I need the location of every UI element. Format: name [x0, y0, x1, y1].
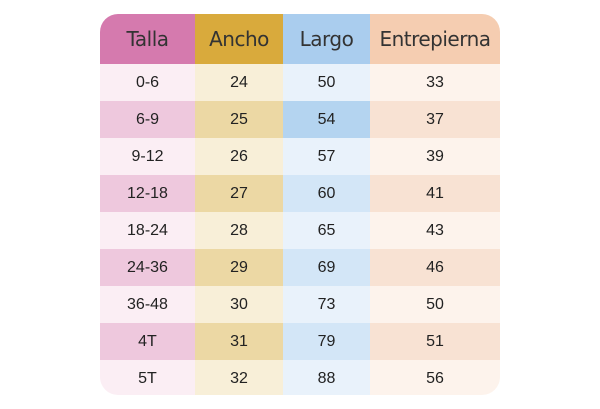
size-table-container: Talla Ancho Largo Entrepierna 0-6 24 50 33 6-9 2… — [100, 14, 500, 395]
size-cell: 12-18 — [100, 175, 195, 212]
table-row: 4T 31 79 51 — [100, 323, 500, 360]
size-cell: 4T — [100, 323, 195, 360]
measure-cell: 43 — [370, 212, 500, 249]
measure-cell: 54 — [283, 101, 370, 138]
measure-cell: 27 — [195, 175, 283, 212]
size-cell: 5T — [100, 360, 195, 395]
measure-cell: 65 — [283, 212, 370, 249]
measure-cell: 73 — [283, 286, 370, 323]
size-table: Talla Ancho Largo Entrepierna 0-6 24 50 33 6-9 2… — [100, 14, 500, 395]
measure-cell: 26 — [195, 138, 283, 175]
measure-cell: 30 — [195, 286, 283, 323]
measure-cell: 41 — [370, 175, 500, 212]
measure-cell: 39 — [370, 138, 500, 175]
size-cell: 9-12 — [100, 138, 195, 175]
measure-cell: 50 — [283, 64, 370, 101]
table-row: 36-48 30 73 50 — [100, 286, 500, 323]
measure-cell: 25 — [195, 101, 283, 138]
header-cell: Entrepierna — [370, 14, 500, 64]
header-row: Talla Ancho Largo Entrepierna — [100, 14, 500, 64]
table-head: Talla Ancho Largo Entrepierna — [100, 14, 500, 64]
table-row: 6-9 25 54 37 — [100, 101, 500, 138]
measure-cell: 56 — [370, 360, 500, 395]
size-cell: 0-6 — [100, 64, 195, 101]
table-row: 18-24 28 65 43 — [100, 212, 500, 249]
measure-cell: 33 — [370, 64, 500, 101]
size-cell: 18-24 — [100, 212, 195, 249]
size-cell: 6-9 — [100, 101, 195, 138]
table-row: 5T 32 88 56 — [100, 360, 500, 395]
measure-cell: 50 — [370, 286, 500, 323]
measure-cell: 28 — [195, 212, 283, 249]
measure-cell: 51 — [370, 323, 500, 360]
header-cell: Ancho — [195, 14, 283, 64]
table-row: 24-36 29 69 46 — [100, 249, 500, 286]
measure-cell: 37 — [370, 101, 500, 138]
measure-cell: 88 — [283, 360, 370, 395]
table-row: 0-6 24 50 33 — [100, 64, 500, 101]
measure-cell: 32 — [195, 360, 283, 395]
measure-cell: 24 — [195, 64, 283, 101]
header-cell: Talla — [100, 14, 195, 64]
header-cell: Largo — [283, 14, 370, 64]
measure-cell: 31 — [195, 323, 283, 360]
measure-cell: 69 — [283, 249, 370, 286]
table-row: 12-18 27 60 41 — [100, 175, 500, 212]
size-cell: 36-48 — [100, 286, 195, 323]
table-body: 0-6 24 50 33 6-9 25 54 37 9-12 26 57 39 12-18 27 60 41 1… — [100, 64, 500, 395]
measure-cell: 46 — [370, 249, 500, 286]
table-row: 9-12 26 57 39 — [100, 138, 500, 175]
measure-cell: 29 — [195, 249, 283, 286]
measure-cell: 79 — [283, 323, 370, 360]
measure-cell: 57 — [283, 138, 370, 175]
size-cell: 24-36 — [100, 249, 195, 286]
measure-cell: 60 — [283, 175, 370, 212]
